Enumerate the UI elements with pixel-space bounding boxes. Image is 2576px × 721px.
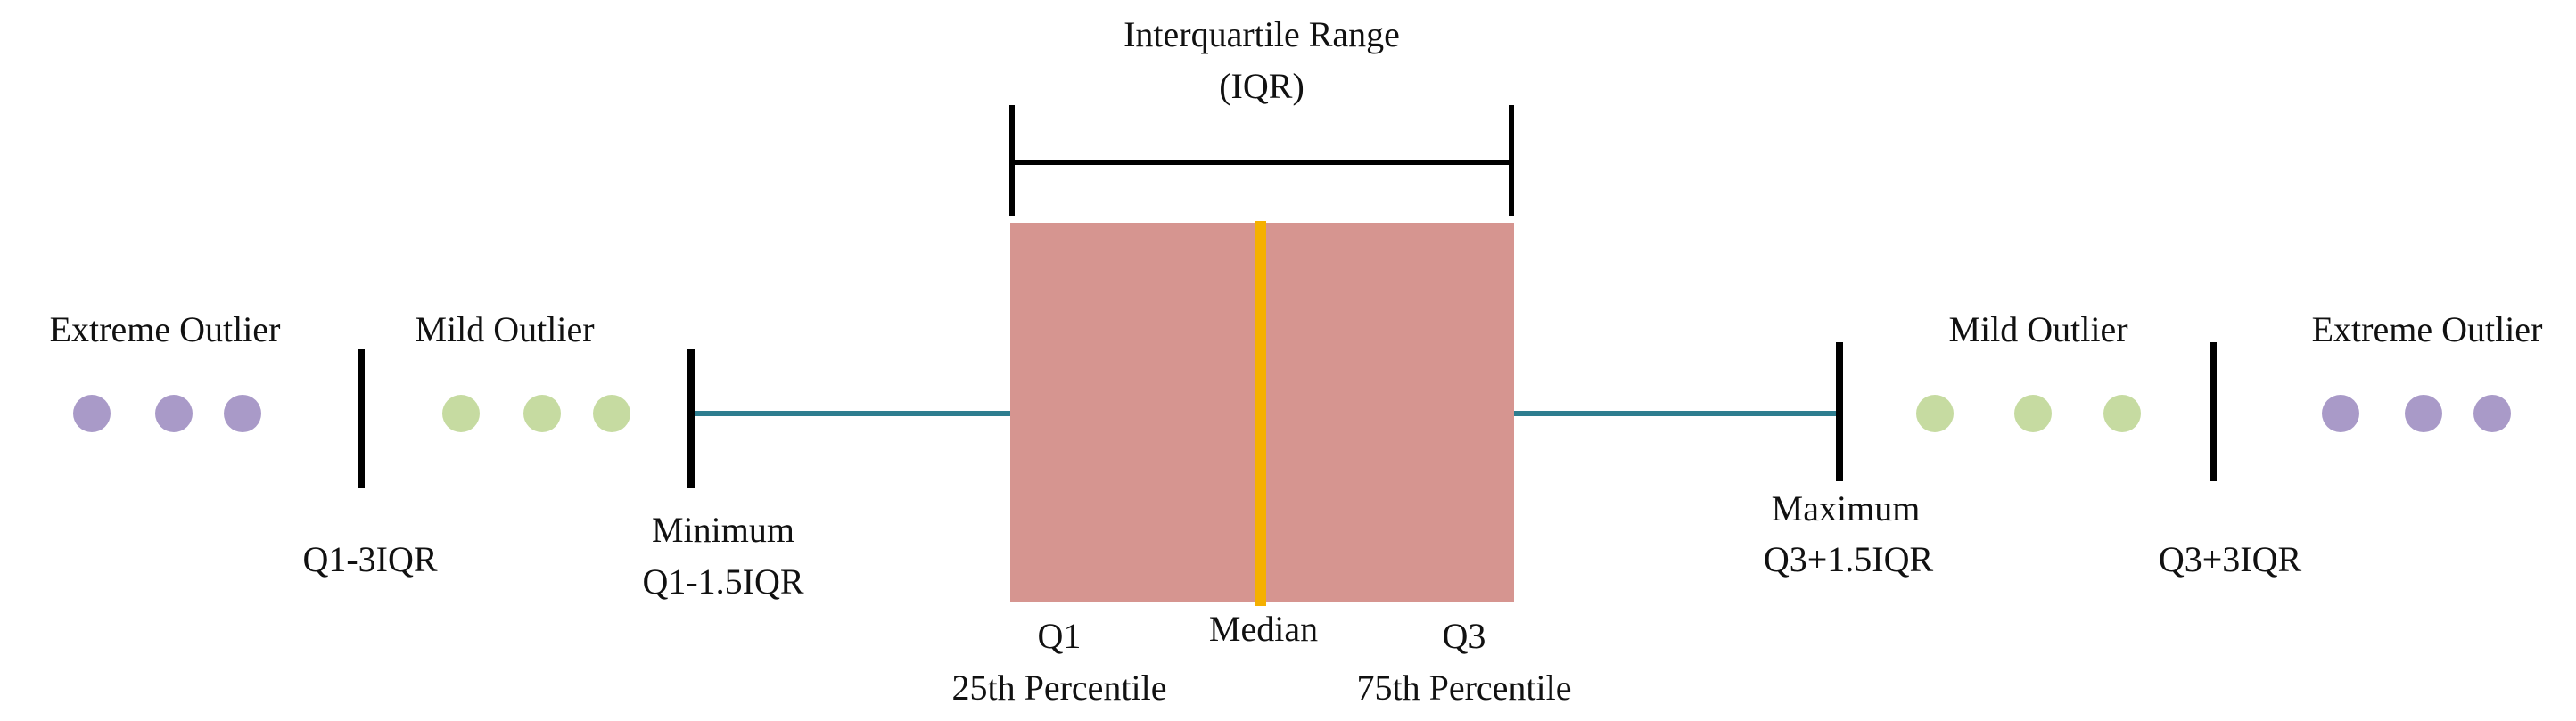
left-extreme-outliers: [73, 395, 261, 432]
right-extreme-outlier-label: Extreme Outlier: [2312, 309, 2543, 349]
iqr-title: Interquartile Range: [1123, 14, 1400, 54]
mild-outlier-dot: [523, 395, 561, 432]
iqr-bracket: [1009, 105, 1514, 216]
q3-percentile-label: 75th Percentile: [1356, 668, 1571, 708]
q1-percentile-label: 25th Percentile: [951, 668, 1166, 708]
q1-minus-3iqr-label: Q1-3IQR: [302, 539, 437, 579]
right-mild-outlier-label: Mild Outlier: [1948, 309, 2127, 349]
q3-plus-3iqr-label: Q3+3IQR: [2159, 539, 2302, 579]
mild-outlier-dot: [1916, 395, 1954, 432]
extreme-outlier-dot: [2405, 395, 2442, 432]
right-mild-outliers: [1916, 395, 2141, 432]
mild-outlier-dot: [2103, 395, 2141, 432]
left-extreme-outlier-label: Extreme Outlier: [50, 309, 281, 349]
mild-outlier-dot: [442, 395, 480, 432]
minimum-formula-label: Q1-1.5IQR: [642, 561, 803, 602]
q1-label: Q1: [1038, 616, 1082, 656]
q3-label: Q3: [1443, 616, 1486, 656]
extreme-outlier-dot: [224, 395, 261, 432]
mild-outlier-dot: [2014, 395, 2052, 432]
maximum-formula-label: Q3+1.5IQR: [1764, 539, 1934, 579]
right-extreme-outliers: [2322, 395, 2511, 432]
extreme-outlier-dot: [73, 395, 111, 432]
extreme-outlier-dot: [2473, 395, 2511, 432]
mild-outlier-dot: [593, 395, 630, 432]
left-mild-outlier-label: Mild Outlier: [415, 309, 594, 349]
left-mild-outliers: [442, 395, 630, 432]
median-label: Median: [1209, 609, 1318, 649]
iqr-abbreviation: (IQR): [1219, 66, 1304, 106]
extreme-outlier-dot: [2322, 395, 2359, 432]
maximum-label: Maximum: [1772, 488, 1921, 528]
extreme-outlier-dot: [155, 395, 193, 432]
minimum-label: Minimum: [652, 510, 794, 550]
